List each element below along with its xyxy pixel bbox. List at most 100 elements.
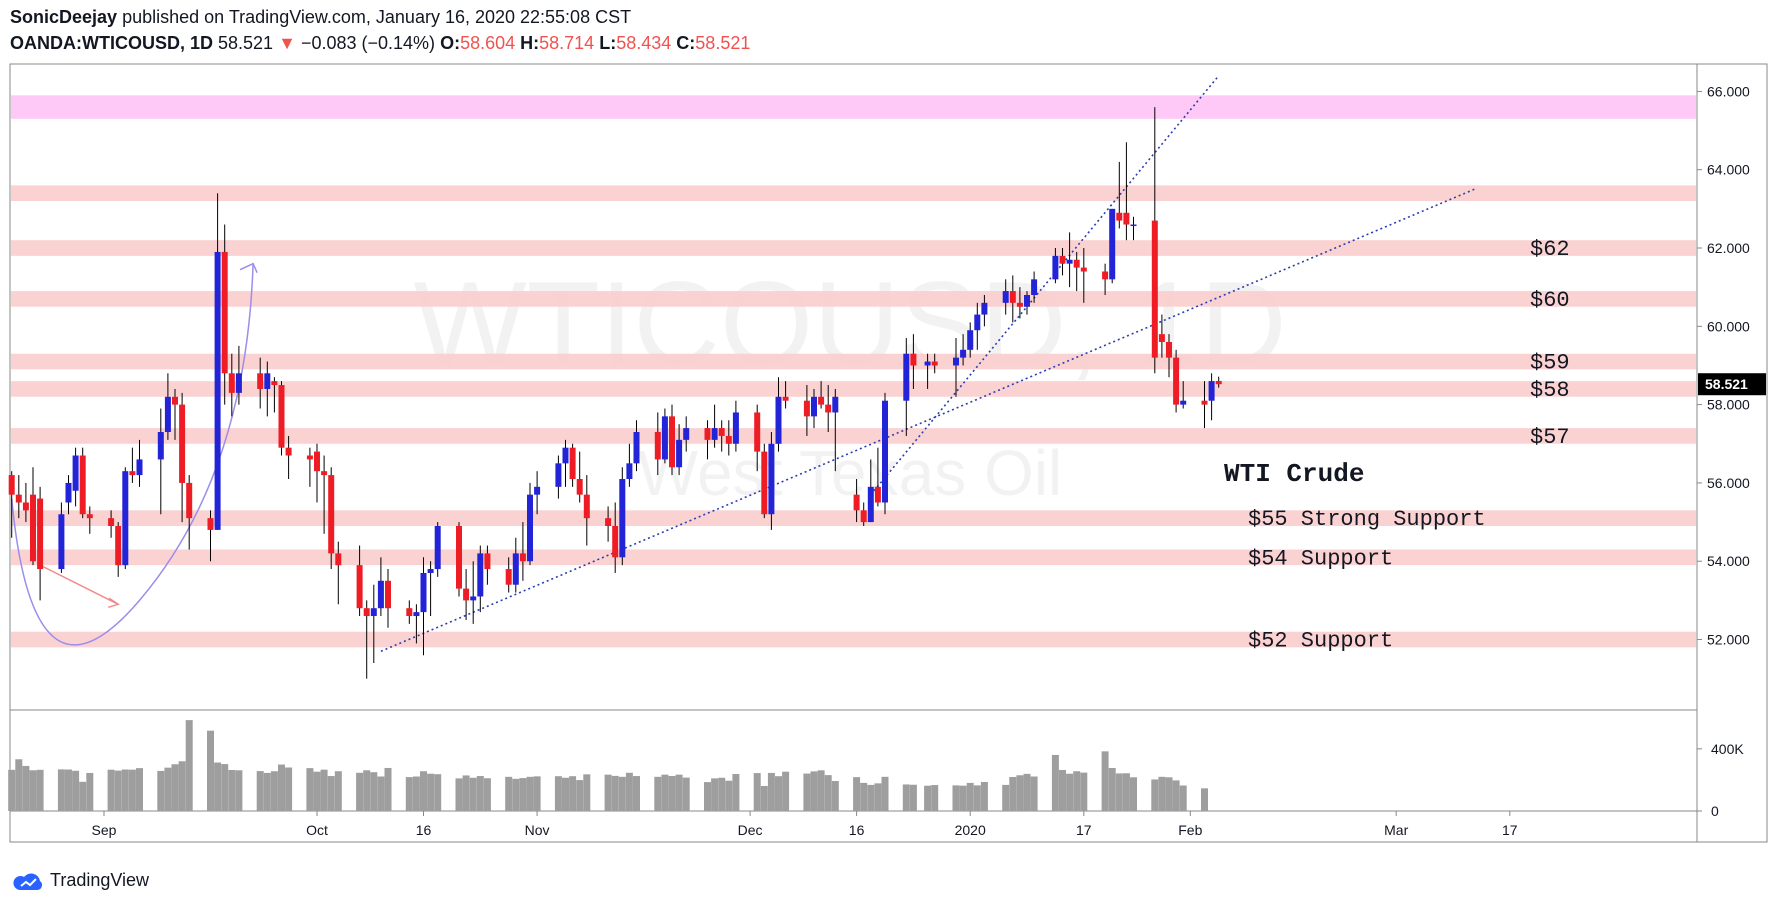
candle-body [385, 580, 391, 609]
candle-body [612, 525, 619, 558]
candle-body [519, 553, 526, 562]
candle [214, 193, 221, 530]
candle [669, 404, 675, 476]
tradingview-footer[interactable]: TradingView [10, 870, 149, 891]
candle-body [832, 396, 839, 413]
volume-bar [327, 776, 335, 811]
volume-bar [682, 777, 690, 811]
candle [136, 439, 143, 487]
candle [583, 475, 590, 546]
candle [874, 447, 881, 507]
candle-body [924, 361, 931, 366]
candle [853, 479, 860, 523]
candle-body [867, 486, 874, 523]
candle [612, 502, 619, 573]
candle-body [356, 565, 363, 609]
volume-bar [434, 774, 442, 811]
candle [58, 502, 65, 573]
volume-bar [214, 762, 222, 811]
candle [285, 435, 292, 480]
candle [22, 482, 29, 523]
candle-body [278, 385, 285, 448]
volume-bar [15, 759, 23, 811]
candle-body [257, 373, 264, 389]
candle-body [115, 525, 122, 566]
volume-bar [1130, 777, 1137, 811]
open-value: 58.604 [460, 33, 516, 53]
candle [562, 439, 569, 487]
candle [661, 408, 668, 464]
candle-body [463, 588, 470, 601]
candle-body [860, 510, 867, 523]
candle-body [86, 514, 93, 519]
time-tick-label: Mar [1384, 822, 1408, 838]
volume-bar [1066, 773, 1074, 811]
volume-bar [583, 774, 591, 811]
candle [1215, 376, 1222, 388]
volume-bar [803, 773, 811, 811]
volume-bar [1030, 776, 1038, 811]
candle [910, 334, 917, 389]
candle-body [79, 455, 86, 515]
candle [370, 584, 377, 664]
time-tick-label: 16 [849, 822, 865, 838]
zone-label: $58 [1530, 378, 1570, 403]
last-price: 58.521 [218, 33, 274, 53]
price-tick-label: 54.000 [1707, 553, 1750, 569]
candle [981, 294, 988, 327]
candle [803, 385, 810, 436]
volume-bar [370, 772, 378, 811]
candle [1102, 263, 1109, 295]
candle-body [1173, 357, 1180, 405]
candle-body [711, 428, 718, 440]
candle-body [136, 459, 143, 476]
volume-bar [476, 776, 484, 811]
candle [356, 545, 363, 617]
candle [534, 471, 541, 515]
candle-body [825, 404, 832, 413]
candle-body [782, 396, 789, 401]
candle [271, 377, 278, 413]
candle-body [370, 608, 377, 617]
candle [186, 475, 193, 550]
candle [1180, 381, 1187, 409]
candle [605, 506, 612, 542]
zone-label: $52 Support [1248, 629, 1393, 654]
candle-body [1158, 334, 1165, 342]
candle [1002, 279, 1009, 315]
candle [924, 353, 931, 389]
volume-bar [569, 776, 577, 811]
candle [1173, 349, 1180, 413]
volume-bar [824, 775, 832, 811]
price-axis [1696, 63, 1768, 843]
candle-body [775, 396, 782, 444]
candle-body [335, 553, 342, 566]
candle-body [37, 498, 44, 570]
volume-bar [753, 773, 761, 811]
low-value: 58.434 [616, 33, 672, 53]
candle-body [1201, 400, 1208, 405]
candle [654, 412, 661, 476]
candle [1066, 232, 1073, 288]
zone-label: $59 [1530, 351, 1570, 376]
candle [157, 408, 164, 515]
footer-brand: TradingView [50, 870, 150, 890]
volume-tick-label: 0 [1711, 803, 1719, 819]
volume-bar [263, 772, 271, 811]
candle [1016, 287, 1023, 319]
candle [818, 381, 825, 409]
price-tick-label: 62.000 [1707, 240, 1750, 256]
volume-bar [661, 774, 669, 811]
price-change: −0.083 (−0.14%) [300, 33, 436, 53]
candle [1123, 142, 1130, 241]
author-name[interactable]: SonicDeejay [10, 7, 118, 27]
candle-body [235, 373, 242, 393]
volume-bar [526, 776, 534, 811]
volume-bar [121, 769, 129, 811]
volume-bar [427, 773, 435, 811]
candle [974, 302, 981, 350]
candle [519, 522, 526, 581]
candle [775, 377, 782, 452]
candle-body [58, 514, 65, 570]
